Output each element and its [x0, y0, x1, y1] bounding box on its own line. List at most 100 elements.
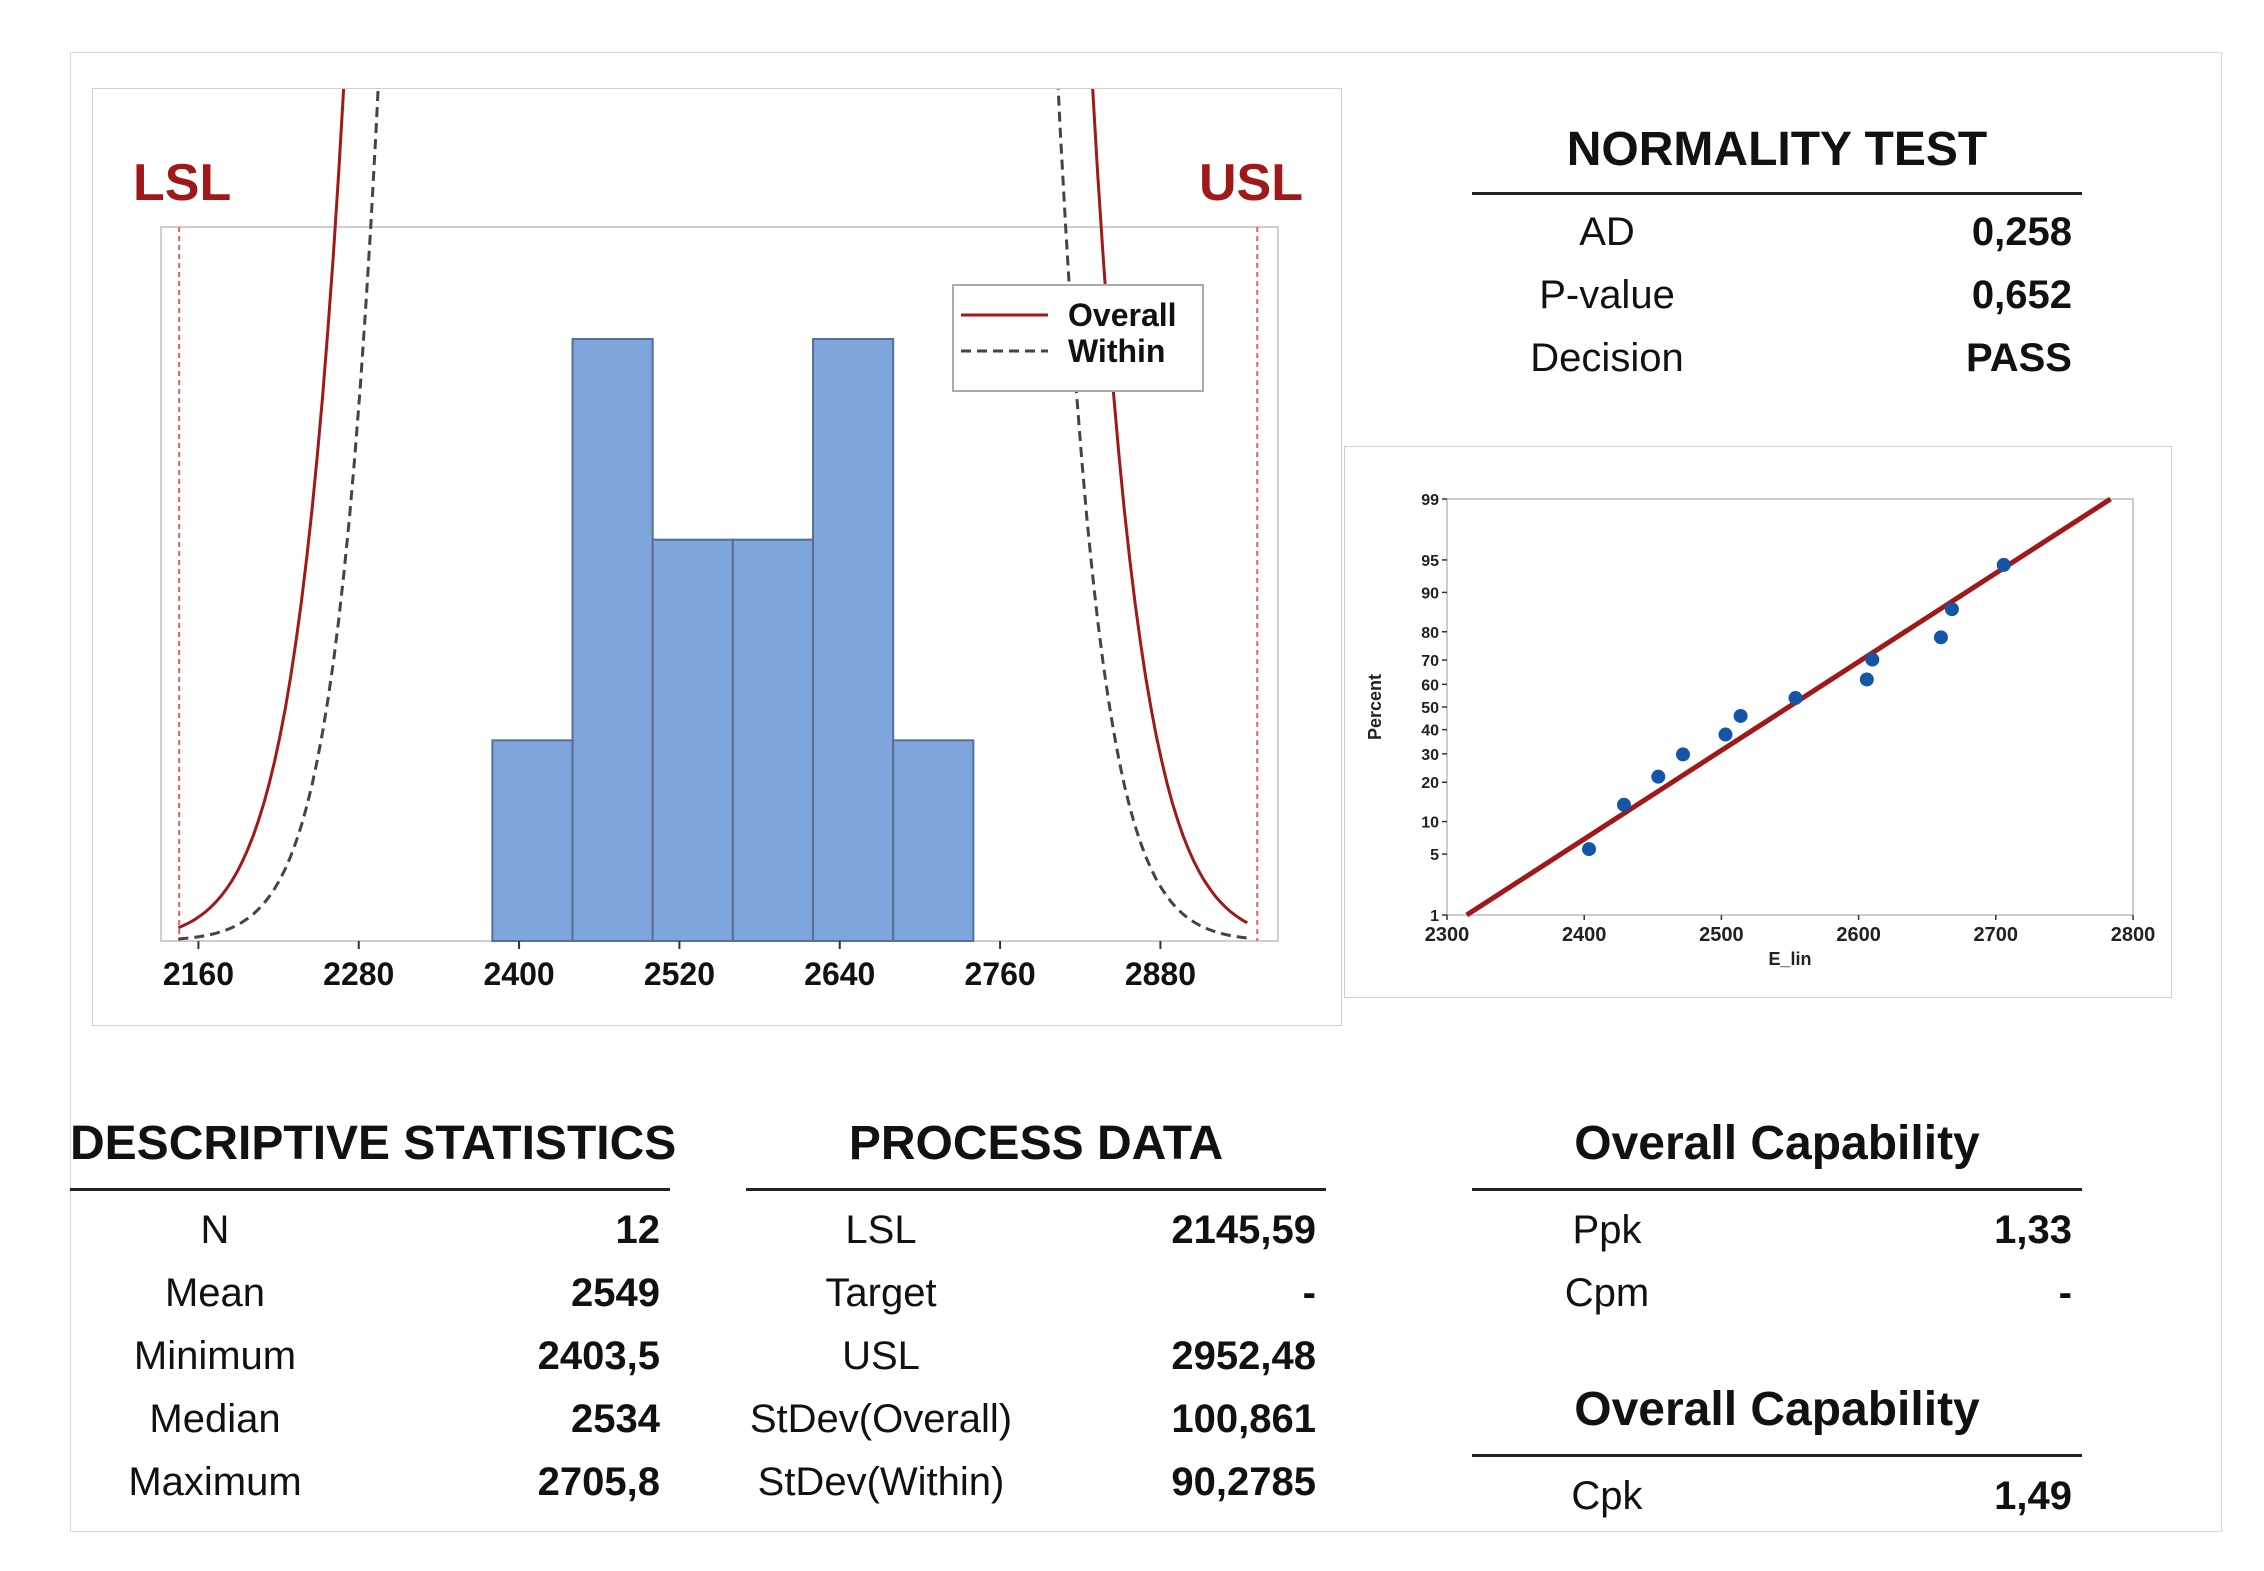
table-row: Median 2534	[70, 1397, 670, 1457]
table-row: Minimum 2403,5	[70, 1334, 670, 1394]
row-label: AD	[1579, 210, 1635, 254]
y-tick-label: 10	[1421, 815, 1439, 832]
overall-capability-table-2: Overall Capability Cpk 1,49	[1472, 1382, 2082, 1532]
overall-capability-table: Overall Capability Ppk 1,33 Cpm -	[1472, 1116, 2082, 1316]
row-label: Median	[149, 1397, 281, 1441]
row-value: 12	[615, 1208, 661, 1252]
title-underline	[70, 1188, 670, 1191]
table-row: Ppk 1,33	[1472, 1208, 2082, 1268]
y-tick-label: 90	[1421, 585, 1439, 602]
x-tick-label: 2520	[644, 956, 715, 992]
data-point	[1859, 672, 1874, 687]
row-label: Cpm	[1564, 1271, 1650, 1315]
y-tick-label: 80	[1421, 625, 1439, 642]
histogram-bar	[651, 538, 734, 942]
row-label: Decision	[1530, 336, 1684, 380]
y-tick-label: 20	[1421, 775, 1439, 792]
row-value: 90,2785	[1171, 1460, 1316, 1504]
x-tick-label: 2400	[1562, 924, 1607, 946]
row-value: 2549	[571, 1271, 660, 1315]
data-point	[1788, 691, 1803, 706]
table-row: Decision PASS	[1472, 336, 2082, 396]
row-value: 1,33	[1994, 1208, 2072, 1252]
data-point	[1616, 797, 1631, 812]
y-tick-label: 40	[1421, 723, 1439, 740]
row-value: 1,49	[1994, 1474, 2072, 1518]
table-row: Cpk 1,49	[1472, 1474, 2082, 1534]
row-label: Minimum	[133, 1334, 297, 1378]
row-label: Target	[825, 1271, 937, 1315]
row-label: LSL	[845, 1208, 917, 1252]
x-tick-label: 2400	[483, 956, 554, 992]
row-value: 2952,48	[1171, 1334, 1316, 1378]
legend-overall-label: Overall	[1068, 297, 1177, 333]
overall-capability-title-2: Overall Capability	[1574, 1383, 1980, 1436]
legend-box	[952, 284, 1204, 392]
x-tick-label: 2640	[804, 956, 875, 992]
y-tick-label: 1	[1430, 908, 1439, 925]
table-row: Maximum 2705,8	[70, 1460, 670, 1520]
table-row: StDev(Within) 90,2785	[746, 1460, 1326, 1520]
data-point	[1933, 630, 1948, 645]
x-axis-label: E_lin	[1768, 949, 1811, 969]
descriptive-statistics-title: DESCRIPTIVE STATISTICS	[70, 1117, 677, 1170]
normality-test-title: NORMALITY TEST	[1566, 123, 1988, 176]
row-value: -	[2058, 1271, 2072, 1315]
row-label: StDev(Overall)	[749, 1397, 1013, 1441]
data-point	[1996, 557, 2011, 572]
row-value: 100,861	[1171, 1397, 1316, 1441]
descriptive-statistics-table: DESCRIPTIVE STATISTICS N 12 Mean 2549 Minimu…	[70, 1116, 677, 1516]
table-row: Target -	[746, 1271, 1326, 1331]
y-tick-label: 99	[1421, 492, 1439, 509]
y-tick-label: 95	[1421, 553, 1439, 570]
data-point	[1733, 708, 1748, 723]
data-point	[1582, 842, 1597, 857]
title-underline	[1472, 1454, 2082, 1457]
row-value: 2145,59	[1171, 1208, 1316, 1252]
usl-label: USL	[1199, 154, 1303, 212]
histogram-bar	[731, 538, 815, 942]
title-underline	[1472, 192, 2082, 195]
x-tick-label: 2300	[1425, 924, 1470, 946]
title-underline	[1472, 1188, 2082, 1191]
x-tick-label: 2160	[163, 956, 234, 992]
row-label: P-value	[1539, 273, 1675, 317]
row-label: Maximum	[128, 1460, 302, 1504]
row-label: N	[200, 1208, 230, 1252]
table-row: AD 0,258	[1472, 210, 2082, 270]
within-curve	[178, 89, 1248, 941]
process-data-table: PROCESS DATA LSL 2145,59 Target - USL 2952,48…	[746, 1116, 1326, 1516]
table-row: LSL 2145,59	[746, 1208, 1326, 1268]
row-label: Mean	[164, 1271, 266, 1315]
x-tick-label: 2700	[1974, 924, 2019, 946]
data-point	[1651, 769, 1666, 784]
y-tick-label: 70	[1421, 653, 1439, 670]
row-value: 2534	[571, 1397, 660, 1441]
x-tick-label: 2800	[2111, 924, 2156, 946]
title-underline	[746, 1188, 1326, 1191]
histogram-bar	[491, 739, 574, 942]
table-row: StDev(Overall) 100,861	[746, 1397, 1326, 1457]
x-tick-label: 2760	[964, 956, 1035, 992]
legend-within-label: Within	[1068, 333, 1165, 369]
x-tick-label: 2500	[1699, 924, 1744, 946]
histogram-bar	[812, 338, 895, 942]
probability-plot-panel: 1 5 10 20 30 40 50 60 70 80 90 95 99 2300 2400 2500 2600…	[1344, 446, 2172, 998]
table-row: USL 2952,48	[746, 1334, 1326, 1394]
data-point	[1865, 652, 1880, 667]
normal-probability-plot: 1 5 10 20 30 40 50 60 70 80 90 95 99 2300 2400 2500 2600…	[1365, 492, 2156, 969]
data-point	[1675, 747, 1690, 762]
table-row: P-value 0,652	[1472, 273, 2082, 333]
row-value: 0,652	[1971, 273, 2072, 317]
x-tick-label: 2880	[1125, 956, 1196, 992]
data-point	[1718, 727, 1733, 742]
row-label: Cpk	[1571, 1474, 1643, 1518]
normality-test-table: NORMALITY TEST AD 0,258 P-value 0,652 Decisi…	[1472, 122, 2082, 392]
row-value: PASS	[1966, 336, 2072, 380]
process-data-title: PROCESS DATA	[848, 1117, 1224, 1170]
table-row: Cpm -	[1472, 1271, 2082, 1331]
overall-capability-title: Overall Capability	[1574, 1117, 1980, 1170]
histogram-bar	[892, 739, 975, 942]
row-label: USL	[842, 1334, 920, 1378]
table-row: Mean 2549	[70, 1271, 670, 1331]
